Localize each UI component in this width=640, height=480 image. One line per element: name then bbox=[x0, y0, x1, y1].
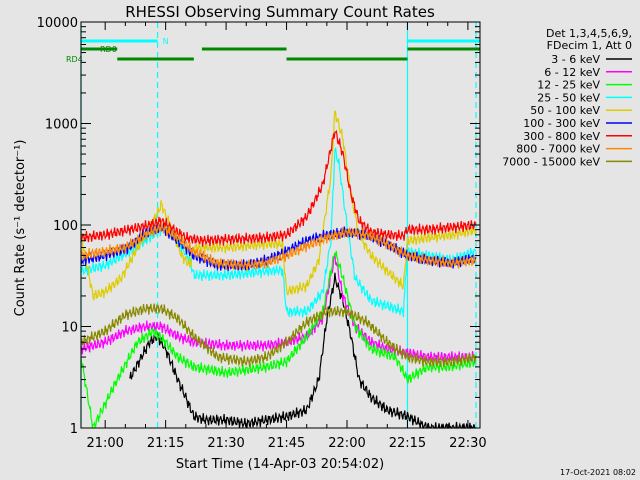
detector-info-line-1: FDecim 1, Att 0 bbox=[547, 39, 632, 52]
flag-label-n: N bbox=[163, 37, 169, 46]
legend-label-5: 50 - 100 keV bbox=[530, 104, 600, 117]
legend-label-2: 6 - 12 keV bbox=[544, 66, 600, 79]
series-line-5 bbox=[80, 109, 477, 301]
y-tick-label-4: 10000 bbox=[37, 16, 78, 31]
legend-label-1: 3 - 6 keV bbox=[551, 53, 600, 66]
series-line-8 bbox=[80, 221, 477, 272]
y-tick-label-1: 10 bbox=[61, 321, 78, 336]
x-tick-label-3: 21:45 bbox=[268, 436, 305, 451]
series-line-1 bbox=[129, 272, 476, 430]
legend-label-8: 800 - 7000 keV bbox=[516, 143, 600, 156]
series-line-9 bbox=[80, 303, 477, 367]
x-tick-label-2: 21:30 bbox=[207, 436, 244, 451]
x-tick-label-5: 22:15 bbox=[389, 436, 426, 451]
y-tick-label-2: 100 bbox=[53, 219, 78, 234]
detector-info-line-0: Det 1,3,4,5,6,9, bbox=[546, 27, 632, 40]
legend-label-4: 25 - 50 keV bbox=[537, 91, 600, 104]
series-line-3 bbox=[80, 250, 477, 429]
legend-label-9: 7000 - 15000 keV bbox=[502, 155, 600, 168]
y-axis-label: Count Rate (s⁻¹ detector⁻¹) bbox=[13, 140, 28, 317]
series-line-7 bbox=[80, 129, 477, 247]
chart-title: RHESSI Observing Summary Count Rates bbox=[125, 3, 435, 21]
x-tick-label-4: 22:00 bbox=[328, 436, 365, 451]
x-tick-label-0: 21:00 bbox=[86, 436, 123, 451]
series-lines bbox=[80, 109, 477, 430]
x-tick-label-1: 21:15 bbox=[147, 436, 184, 451]
y-tick-label-3: 1000 bbox=[45, 118, 78, 133]
flag-label-rd4: RD4 bbox=[66, 55, 83, 64]
legend: Det 1,3,4,5,6,9,FDecim 1, Att 03 - 6 keV… bbox=[502, 27, 632, 168]
x-tick-label-6: 22:30 bbox=[449, 436, 486, 451]
y-tick-label-0: 1 bbox=[70, 422, 78, 437]
legend-label-7: 300 - 800 keV bbox=[523, 130, 600, 143]
legend-label-3: 12 - 25 keV bbox=[537, 79, 600, 92]
flag-label-rd0: RD0 bbox=[100, 45, 117, 54]
generated-timestamp: 17-Oct-2021 08:02 bbox=[560, 468, 636, 477]
legend-label-6: 100 - 300 keV bbox=[523, 117, 600, 130]
series-line-2 bbox=[80, 252, 477, 364]
x-axis-label: Start Time (14-Apr-03 20:54:02) bbox=[176, 457, 384, 472]
series-line-6 bbox=[80, 222, 477, 272]
axes: 21:00 21:15 21:30 21:45 22:00 22:15 22:30 1 10 10… bbox=[37, 16, 487, 451]
